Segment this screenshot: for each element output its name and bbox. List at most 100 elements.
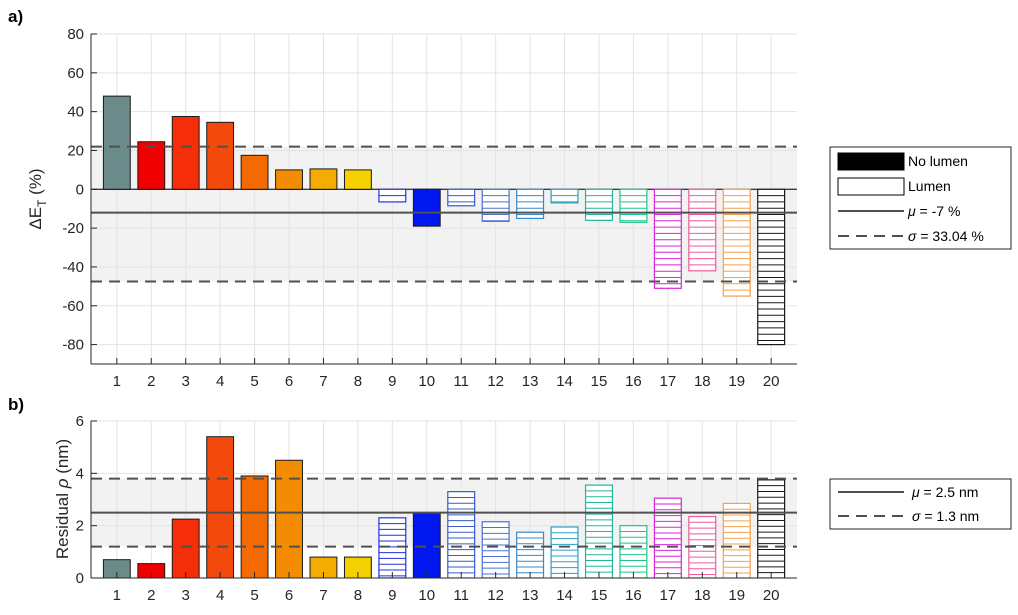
x-tick-label: 10 [418, 373, 435, 390]
x-tick-label: 3 [182, 373, 190, 390]
x-tick-label: 6 [285, 587, 293, 604]
legend-label: No lumen [908, 153, 968, 169]
bar-outline [653, 497, 682, 578]
x-tick-label: 8 [354, 373, 362, 390]
x-tick-label: 16 [625, 587, 642, 604]
bar-fill [171, 518, 200, 578]
y-tick-label: 20 [67, 142, 84, 159]
x-tick-label: 11 [453, 373, 469, 390]
x-tick-label: 13 [522, 373, 539, 390]
legend-swatch-hatched [837, 177, 905, 196]
x-tick-label: 15 [591, 587, 608, 604]
bar-15 [584, 484, 614, 578]
x-tick-label: 10 [418, 587, 435, 604]
x-tick-label: 4 [216, 587, 224, 604]
bar-fill [137, 563, 166, 578]
y-tick-label: -40 [62, 259, 84, 276]
bar-20 [757, 479, 786, 578]
legend-label: μ = -7 % [907, 203, 960, 219]
x-tick-label: 6 [285, 373, 293, 390]
bar-outline [757, 479, 786, 578]
bar-10 [412, 188, 441, 227]
bar-19 [722, 502, 751, 578]
panel-a-legend: No lumen Lumen μ = -7 % σ = 33.04 % [829, 146, 1012, 250]
bar-fill [102, 95, 131, 190]
y-tick-label: 0 [76, 570, 84, 587]
bar-outline [584, 188, 614, 221]
x-tick-label: 11 [453, 587, 469, 604]
x-tick-label: 8 [354, 587, 362, 604]
legend-label: σ = 33.04 % [908, 228, 984, 244]
x-tick-label: 12 [487, 587, 504, 604]
bar-fill [137, 141, 166, 190]
bar-outline [688, 188, 717, 272]
x-tick-label: 5 [250, 587, 258, 604]
y-tick-label: 80 [67, 26, 84, 43]
bar-outline [550, 526, 579, 578]
bar-outline [757, 188, 786, 346]
bar-fill [206, 436, 235, 578]
x-tick-label: 20 [763, 373, 780, 390]
x-tick-label: 17 [660, 373, 677, 390]
x-tick-label: 17 [660, 587, 677, 604]
bar-outline [619, 525, 648, 578]
bar-outline [722, 502, 751, 578]
y-tick-label: -60 [62, 298, 84, 315]
x-tick-label: 1 [113, 373, 121, 390]
bar-fill [240, 154, 269, 190]
legend-entry: No lumen [837, 152, 968, 171]
bar-fill [412, 512, 441, 578]
panel-a-stat-lines [91, 145, 797, 283]
bar-14 [550, 188, 579, 204]
bar-19 [722, 188, 751, 297]
y-tick-label: 0 [76, 181, 84, 198]
bar-14 [550, 526, 579, 578]
bar-9 [378, 517, 407, 578]
x-tick-label: 7 [319, 587, 327, 604]
bar-12 [481, 188, 510, 222]
bar-outline [481, 521, 510, 578]
x-tick-label: 18 [694, 373, 711, 390]
bar-12 [481, 521, 510, 578]
bar-outline [619, 188, 648, 223]
x-tick-label: 20 [763, 587, 780, 604]
panel-a-label: a) [8, 7, 23, 26]
bar-fill [412, 188, 441, 227]
panel-a-bars [102, 95, 786, 346]
bar-13 [516, 531, 545, 578]
bar-6 [275, 459, 303, 578]
x-tick-label: 4 [216, 373, 224, 390]
bar-fill [102, 559, 131, 578]
bar-20 [757, 188, 786, 346]
bar-1 [102, 559, 131, 578]
bar-7 [309, 168, 338, 190]
bar-outline [447, 491, 476, 578]
bar-8 [343, 169, 372, 190]
x-tick-label: 1 [113, 587, 121, 604]
x-tick-label: 15 [591, 373, 608, 390]
legend-label: σ = 1.3 nm [912, 508, 979, 524]
y-tick-label: 6 [76, 413, 84, 430]
bar-4 [206, 121, 235, 190]
legend-label: Lumen [908, 178, 951, 194]
x-tick-label: 5 [250, 373, 258, 390]
x-tick-label: 12 [487, 373, 504, 390]
x-tick-label: 2 [147, 587, 155, 604]
x-tick-label: 16 [625, 373, 642, 390]
bar-16 [619, 525, 648, 578]
bar-13 [516, 188, 545, 220]
x-tick-label: 9 [388, 587, 396, 604]
bar-fill [206, 121, 235, 190]
bar-fill [309, 168, 338, 190]
bar-3 [171, 518, 200, 578]
bar-outline [378, 517, 407, 578]
y-tick-label: -20 [62, 220, 84, 237]
bar-fill [275, 459, 303, 578]
legend-entry: σ = 33.04 % [838, 228, 984, 244]
bar-1 [102, 95, 131, 190]
x-tick-label: 18 [694, 587, 711, 604]
legend-swatch-filled [837, 152, 905, 171]
bar-fill [343, 169, 372, 190]
